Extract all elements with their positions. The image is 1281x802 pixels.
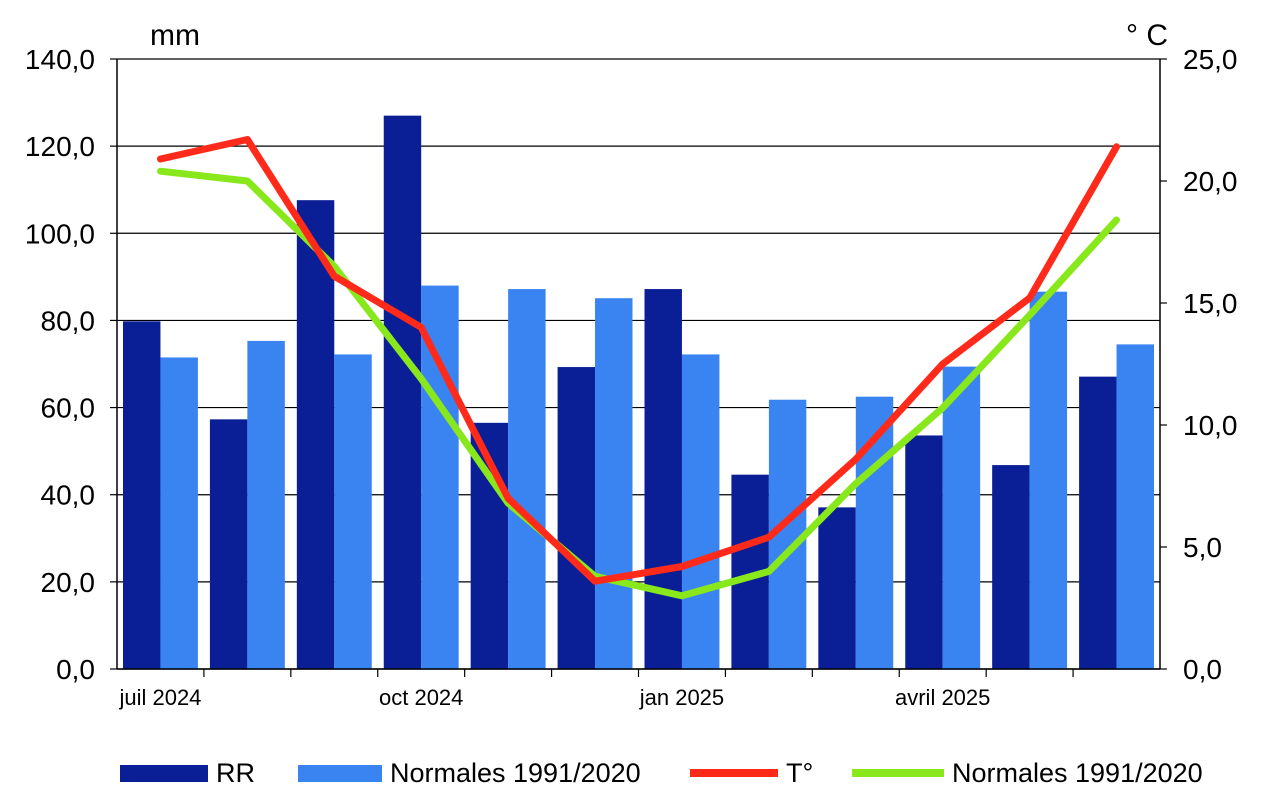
bar-normales-precip [160,357,198,669]
bar-rr [209,419,248,669]
bar-rr [818,507,856,669]
left-tick-label: 20,0 [41,567,96,598]
left-tick-label: 140,0 [25,44,95,75]
bar-normales-precip [1029,291,1068,669]
left-tick-label: 40,0 [41,480,96,511]
bar-normales-precip [247,340,285,669]
bar-normales-precip [1116,344,1154,669]
right-tick-label: 20,0 [1183,166,1238,197]
legend-label-temp: T° [786,757,814,788]
right-tick-label: 5,0 [1183,532,1222,563]
bar-rr [123,321,161,669]
legend-label-normales-temp: Normales 1991/2020 [952,757,1203,788]
left-tick-label: 0,0 [56,654,95,685]
left-axis-unit: mm [150,19,200,52]
bar-rr [557,367,596,669]
right-tick-label: 25,0 [1183,44,1238,75]
x-tick-label: avril 2025 [895,685,990,710]
lines-group [157,136,1120,600]
left-tick-label: 100,0 [25,218,95,249]
right-tick-label: 15,0 [1183,288,1238,319]
legend-item-rr: RR [120,756,255,790]
right-axis-unit: ° C [1126,19,1168,52]
legend-item-normales-temp: Normales 1991/2020 [852,756,1203,790]
legend: RR Normales 1991/2020 T° Normales 1991/2… [0,748,1281,798]
left-axis-ticks: 0,0 20,0 40,0 60,0 80,0 100,0 120,0 140,0 [25,44,117,685]
climate-chart: 0,0 20,0 40,0 60,0 80,0 100,0 120,0 140,0 0,0 5,… [25,19,1238,710]
x-tick-label: jan 2025 [639,685,724,710]
right-axis-ticks: 0,0 5,0 10,0 15,0 20,0 25,0 [1160,44,1238,685]
left-tick-label: 80,0 [41,305,96,336]
left-tick-label: 60,0 [41,393,96,424]
bar-rr [644,289,682,669]
gridlines [117,58,1160,670]
bar-normales-precip [334,354,372,669]
left-tick-label: 120,0 [25,131,95,162]
legend-swatch-normales-precip [298,764,382,782]
legend-label-rr: RR [216,757,255,788]
x-axis-ticks: juil 2024 oct 2024 jan 2025 avril 2025 [118,669,1074,710]
legend-swatch-temp [690,769,778,777]
bar-normales-precip [942,366,981,669]
bar-rr [905,435,943,669]
bar-rr [1079,376,1117,669]
legend-item-temp: T° [690,756,813,790]
bar-rr [296,200,335,669]
bar-normales-precip [508,289,546,669]
legend-label-normales-precip: Normales 1991/2020 [390,757,641,788]
bar-normales-precip [421,285,459,669]
legend-swatch-normales-temp [852,769,944,777]
x-tick-label: oct 2024 [379,685,463,710]
legend-swatch-rr [120,764,208,782]
line-temp [157,136,1120,585]
bar-rr [383,115,422,669]
bar-normales-precip [595,298,633,669]
right-tick-label: 0,0 [1183,654,1222,685]
right-tick-label: 10,0 [1183,410,1238,441]
bar-normales-precip [681,354,720,669]
legend-item-normales-precip: Normales 1991/2020 [298,756,641,790]
x-tick-label: juil 2024 [118,685,201,710]
bar-rr [992,465,1030,669]
